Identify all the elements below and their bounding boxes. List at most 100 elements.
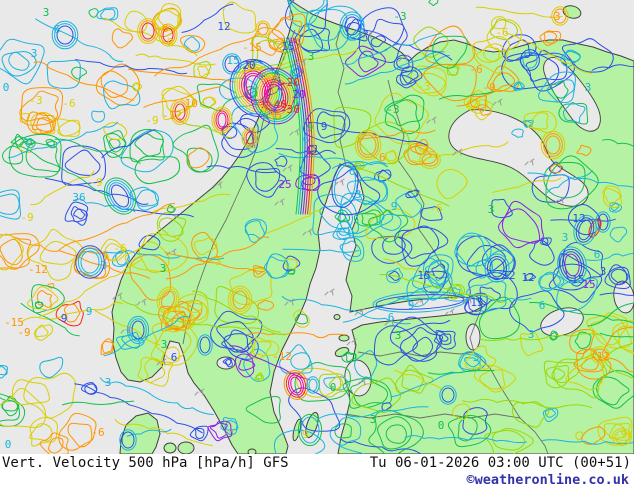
contour-label: -9 xyxy=(17,326,30,339)
contour-label: 3 xyxy=(600,265,607,278)
border-sweden-finland xyxy=(335,23,347,167)
contour-label: -6 xyxy=(62,97,75,110)
contour-label: 0 xyxy=(438,419,445,432)
contour-label: 12 xyxy=(521,271,534,284)
contour-label: -6 xyxy=(113,242,126,255)
contour-label: 9 xyxy=(321,120,328,133)
contour-label: 9 xyxy=(391,200,398,213)
contour-label: 9 xyxy=(307,121,314,134)
land-zealand xyxy=(177,441,195,454)
contour-label: -3 xyxy=(29,94,42,107)
contour-label: -6 xyxy=(495,26,508,39)
contour-label: 6 xyxy=(54,23,61,36)
contour-label: 3 xyxy=(370,413,377,426)
border-norway-sweden xyxy=(182,29,296,345)
contour-label: 0 xyxy=(5,438,12,451)
land-funen xyxy=(163,442,177,454)
contour-label: -12 xyxy=(590,350,610,363)
contour-label: -3 xyxy=(208,255,221,268)
contour-label: 3 xyxy=(43,6,50,19)
contour-label: 20 xyxy=(242,59,255,72)
contour-label: 3 xyxy=(528,328,535,341)
land-jutland xyxy=(119,412,161,454)
contour-label: 3 xyxy=(105,376,112,389)
contour-label: 3 xyxy=(488,203,495,216)
contour-label: 6 xyxy=(303,133,310,146)
contour-label: -9 xyxy=(295,428,308,441)
caption-bar: Vert. Velocity 500 hPa [hPa/h] GFS Tu 06… xyxy=(0,454,634,490)
contour-label: 6 xyxy=(594,248,601,261)
contour-label: 3 xyxy=(473,351,480,364)
contour-label: -12 xyxy=(272,350,292,363)
contour-label: -3 xyxy=(547,10,560,23)
contour-label: 3 xyxy=(395,329,402,342)
contour-label: 20 xyxy=(292,88,305,101)
contour-label: -9 xyxy=(614,428,627,441)
contour-label: 36 xyxy=(72,191,85,204)
valid-time-caption: Tu 06-01-2026 03:00 UTC (00+51) xyxy=(369,455,631,471)
contour-label: 12 xyxy=(502,269,515,282)
contour-label: 12 xyxy=(572,212,585,225)
land-bornholm xyxy=(247,448,257,454)
contour-label: -6 xyxy=(155,22,168,35)
contour-label: -6 xyxy=(469,63,482,76)
contour-label: 3 xyxy=(585,81,592,94)
contour-label: -10 xyxy=(178,97,198,110)
contour-label: -6 xyxy=(91,426,104,439)
contour-label: 3 xyxy=(161,338,168,351)
contour-label: 3 xyxy=(160,262,167,275)
contour-label: -6 xyxy=(429,202,442,215)
contour-label: -3 xyxy=(417,80,430,93)
contour-label: 6 xyxy=(388,311,395,324)
contour-label: 6 xyxy=(349,165,356,178)
lakes-group xyxy=(216,57,634,397)
contour-label: 15 xyxy=(226,54,239,67)
contour-label: 12 xyxy=(217,20,230,33)
contour-label: 15 xyxy=(571,273,584,286)
contour-label: -15 xyxy=(4,316,24,329)
contour-label: 6 xyxy=(171,351,178,364)
contour-label: 9 xyxy=(86,305,93,318)
parameter-caption: Vert. Velocity 500 hPa [hPa/h] GFS xyxy=(2,455,289,471)
contour-label: 15 xyxy=(281,40,294,53)
contour-label: 15 xyxy=(582,278,595,291)
contour-label: -20 xyxy=(280,76,300,89)
contour-label: -3 xyxy=(386,103,399,116)
contour-label: -9 xyxy=(160,36,173,49)
contour-label: -3 xyxy=(393,10,406,23)
land-aland xyxy=(333,314,341,320)
contour-label: -40 xyxy=(267,98,287,111)
contour-label: -9 xyxy=(89,176,102,189)
contour-label: -9 xyxy=(145,114,158,127)
border-estonia-latvia xyxy=(357,351,475,357)
contour-label: 0 xyxy=(330,381,337,394)
contour-label: 3 xyxy=(101,259,108,272)
copyright-text: ©weatheronline.co.uk xyxy=(466,472,629,488)
contour-label: 3 xyxy=(31,47,38,60)
contour-bullseyes xyxy=(51,6,632,451)
contour-label: 9 xyxy=(61,312,68,325)
lake-peipus xyxy=(465,323,481,351)
coast-symbols xyxy=(112,31,565,436)
contour-label: 25 xyxy=(278,178,291,191)
contour-label: 6 xyxy=(539,299,546,312)
contour-label: 3 xyxy=(308,50,315,63)
contour-label: -15 xyxy=(242,41,262,54)
land-hiiumaa xyxy=(338,334,350,342)
contour-label: -12 xyxy=(162,109,182,122)
contour-label: -9 xyxy=(482,81,495,94)
contour-label: -12 xyxy=(28,263,48,276)
contour-label: 15 xyxy=(417,269,430,282)
contour-label: 3 xyxy=(562,231,569,244)
contour-label: 9 xyxy=(408,299,415,312)
contour-label: -35 xyxy=(262,109,282,122)
contour-label: 0 xyxy=(3,81,10,94)
contour-label: -9 xyxy=(20,211,33,224)
contour-label: -6 xyxy=(372,151,385,164)
contour-label: -30 xyxy=(280,103,300,116)
border-latvia-lithuania xyxy=(344,413,521,419)
contour-label: 15 xyxy=(470,296,483,309)
